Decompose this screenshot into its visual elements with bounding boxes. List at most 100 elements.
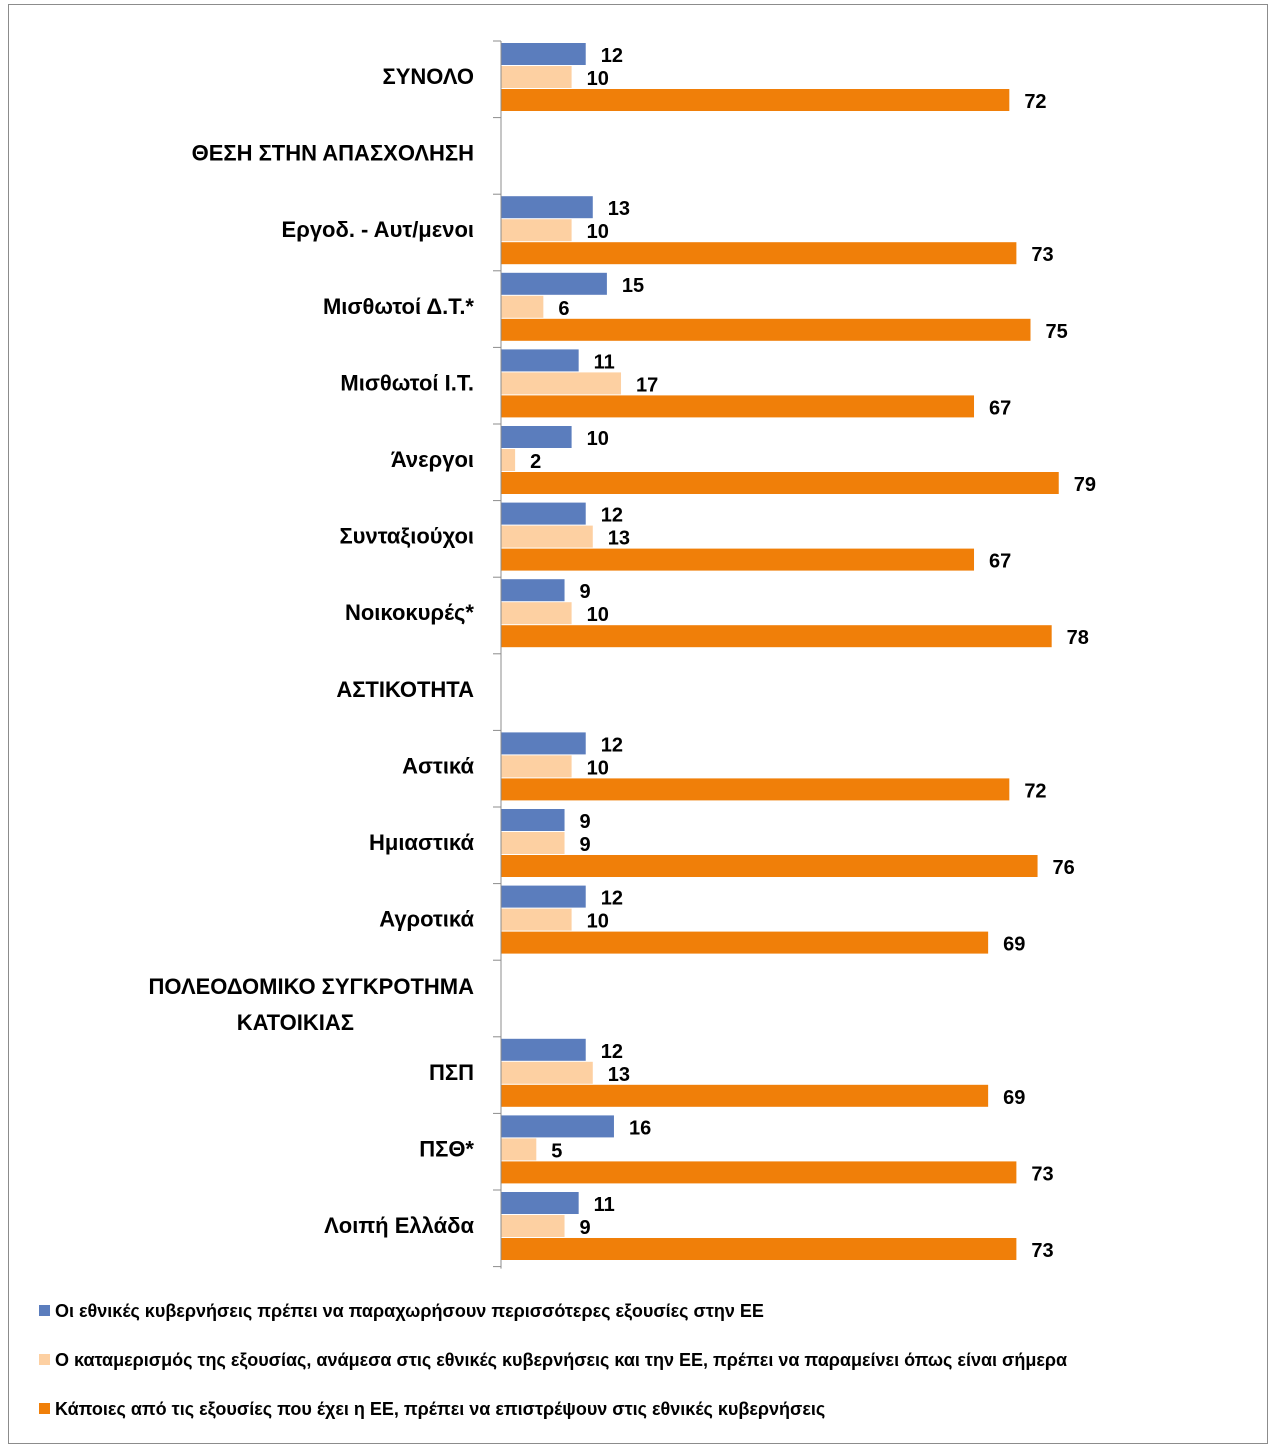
value-label: 6 <box>558 298 569 320</box>
bar-series-2 <box>501 219 572 242</box>
bar-series-2 <box>501 372 622 395</box>
category-axis <box>493 40 502 1269</box>
value-label: 10 <box>587 604 609 626</box>
legend-label-series-2: Ο καταμερισμός της εξουσίας, ανάμεσα στι… <box>55 1350 1068 1370</box>
chart-frame: ΣΥΝΟΛΟ ΘΕΣΗ ΣΤΗΝ ΑΠΑΣΧΟΛΗΣΗ Εργοδ. - Αυτ/μ… <box>8 4 1268 1444</box>
category-label: Εργοδ. - Αυτ/μενοι <box>282 217 474 242</box>
category-label: ΠΣΘ* <box>419 1136 474 1161</box>
bar-series-3 <box>501 855 1038 877</box>
category-label: Μισθωτοί Δ.Τ.* <box>323 294 474 319</box>
value-label: 78 <box>1067 627 1089 649</box>
category-label: Αστικά <box>402 753 474 778</box>
bar-series-2 <box>501 1138 537 1161</box>
bar-series-3 <box>501 1161 1017 1184</box>
category-label: ΑΣΤΙΚΟΤΗΤΑ <box>336 677 474 702</box>
bar-series-2 <box>501 908 572 931</box>
legend-swatch-series-2 <box>39 1353 50 1365</box>
value-label: 12 <box>601 888 623 910</box>
bar-series-3 <box>501 1084 989 1107</box>
bar-series-1 <box>501 732 586 755</box>
bar-series-3 <box>501 1238 1017 1260</box>
value-label: 69 <box>1003 934 1025 956</box>
bar-series-2 <box>501 755 572 778</box>
value-label: 79 <box>1074 474 1096 496</box>
value-label: 12 <box>601 734 623 756</box>
bar-series-3 <box>501 395 975 418</box>
bar-series-3 <box>501 242 1017 265</box>
value-label: 16 <box>629 1117 651 1139</box>
value-label: 75 <box>1046 321 1068 343</box>
bar-series-2 <box>501 832 565 854</box>
bar-series-1 <box>501 426 572 448</box>
bar-series-1 <box>501 579 565 602</box>
value-label: 10 <box>587 221 609 243</box>
category-label: Συνταξιούχοι <box>339 524 474 549</box>
legend-swatch-series-3 <box>39 1402 50 1414</box>
legend-label-series-1: Οι εθνικές κυβερνήσεις πρέπει να παραχωρ… <box>55 1301 764 1321</box>
bar-series-3 <box>501 931 989 954</box>
bar-series-1 <box>501 502 586 525</box>
category-labels: ΣΥΝΟΛΟ ΘΕΣΗ ΣΤΗΝ ΑΠΑΣΧΟΛΗΣΗ Εργοδ. - Αυτ/μ… <box>149 64 475 1238</box>
category-label: Μισθωτοί Ι.Τ. <box>340 370 474 395</box>
category-label: ΘΕΣΗ ΣΤΗΝ ΑΠΑΣΧΟΛΗΣΗ <box>192 141 474 166</box>
value-label: 15 <box>622 275 644 297</box>
bar-series-3 <box>501 625 1052 648</box>
value-labels: 1210721310731567511176710279121367910781… <box>530 45 1096 1262</box>
category-label: ΠΟΛΕΟΔΟΜΙΚΟ ΣΥΓΚΡΟΤΗΜΑ ΚΑΤΟΙΚΙΑΣ <box>149 974 475 1035</box>
bar-series-3 <box>501 778 1010 801</box>
value-label: 13 <box>608 528 630 550</box>
legend-item-more-powers-to-eu: Οι εθνικές κυβερνήσεις πρέπει να παραχωρ… <box>39 1301 764 1322</box>
value-label: 76 <box>1053 857 1075 879</box>
value-label: 69 <box>1003 1087 1025 1109</box>
value-label: 67 <box>989 397 1011 419</box>
bar-series-1 <box>501 272 607 295</box>
bar-series-1 <box>501 1115 614 1138</box>
bar-series-3 <box>501 89 1010 111</box>
value-label: 72 <box>1024 91 1046 113</box>
bar-series-2 <box>501 525 593 548</box>
bar-series-1 <box>501 809 565 831</box>
value-label: 12 <box>601 1041 623 1063</box>
bar-series-1 <box>501 1192 579 1214</box>
value-label: 73 <box>1031 244 1053 266</box>
category-label: Άνεργοι <box>391 447 474 472</box>
bar-series-2 <box>501 1215 565 1237</box>
category-label: ΣΥΝΟΛΟ <box>383 64 474 89</box>
legend-item-return-powers-to-national: Κάποιες από τις εξουσίες που έχει η ΕΕ, … <box>39 1399 825 1420</box>
bar-series-3 <box>501 318 1031 341</box>
value-label: 2 <box>530 451 541 473</box>
value-label: 12 <box>601 505 623 527</box>
value-label: 5 <box>551 1140 562 1162</box>
bars <box>501 43 1059 1260</box>
legend-swatch-series-1 <box>39 1304 50 1316</box>
bar-series-3 <box>501 472 1059 494</box>
value-label: 10 <box>587 428 609 450</box>
category-label: Νοικοκυρές* <box>345 600 474 625</box>
bar-series-1 <box>501 349 579 372</box>
value-label: 17 <box>636 374 658 396</box>
legend-label-series-3: Κάποιες από τις εξουσίες που έχει η ΕΕ, … <box>55 1399 826 1419</box>
value-label: 11 <box>594 351 615 373</box>
value-label: 9 <box>580 1217 591 1239</box>
value-label: 9 <box>580 811 591 833</box>
category-label: Λοιπή Ελλάδα <box>324 1213 474 1238</box>
value-label: 10 <box>587 911 609 933</box>
bar-chart: ΣΥΝΟΛΟ ΘΕΣΗ ΣΤΗΝ ΑΠΑΣΧΟΛΗΣΗ Εργοδ. - Αυτ/μ… <box>149 40 1096 1269</box>
value-label: 13 <box>608 198 630 220</box>
value-label: 73 <box>1031 1163 1053 1185</box>
bar-series-2 <box>501 295 544 318</box>
category-label: Ημιαστικά <box>369 830 475 855</box>
category-label: Αγροτικά <box>379 907 474 932</box>
value-label: 10 <box>587 68 609 90</box>
value-label: 12 <box>601 45 623 67</box>
value-label: 10 <box>587 757 609 779</box>
legend-item-keep-as-today: Ο καταμερισμός της εξουσίας, ανάμεσα στι… <box>39 1350 1067 1371</box>
bar-series-2 <box>501 1061 593 1084</box>
bar-series-1 <box>501 885 586 908</box>
value-label: 67 <box>989 551 1011 573</box>
bar-series-3 <box>501 548 975 571</box>
bar-series-2 <box>501 602 572 625</box>
bar-series-2 <box>501 66 572 88</box>
value-label: 9 <box>580 581 591 603</box>
bar-series-1 <box>501 1038 586 1061</box>
